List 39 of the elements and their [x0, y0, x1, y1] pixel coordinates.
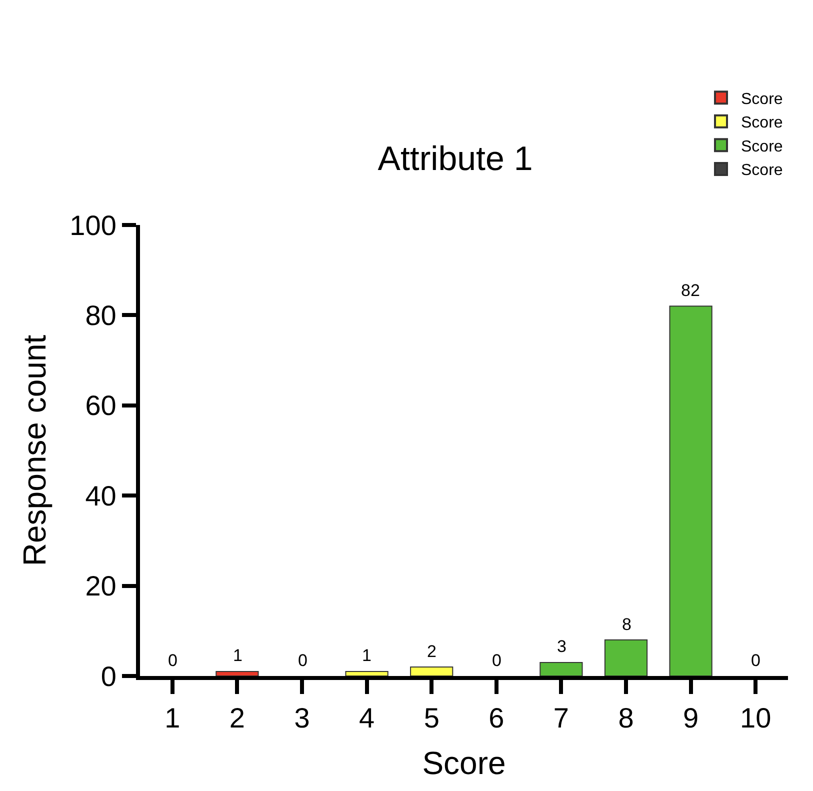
data-label: 2 [427, 642, 436, 661]
x-tick-label: 3 [294, 702, 310, 734]
legend-label: Score [741, 138, 783, 156]
bar [540, 662, 583, 676]
bar [669, 306, 712, 676]
chart-title: Attribute 1 [378, 140, 533, 178]
bar [216, 670, 259, 676]
data-label: 0 [168, 651, 178, 670]
x-tick-label: 5 [424, 702, 440, 734]
data-label: 82 [681, 281, 700, 300]
y-axis-title: Response count [16, 334, 52, 566]
data-label: 0 [298, 651, 308, 670]
y-tick-label: 80 [85, 300, 116, 331]
x-tick-label: 10 [740, 702, 772, 734]
x-tick-label: 4 [359, 702, 375, 734]
y-tick-label: 0 [100, 660, 116, 692]
y-tick-label: 20 [85, 570, 116, 602]
data-label: 0 [492, 651, 502, 670]
legend-label: Score [741, 162, 783, 180]
data-label: 1 [362, 646, 372, 665]
x-tick-label: 7 [553, 702, 569, 734]
data-label: 3 [557, 637, 566, 656]
x-tick-label: 9 [683, 702, 699, 734]
bar [410, 666, 454, 676]
legend-label: Score [741, 114, 783, 132]
y-tick-label: 40 [85, 480, 116, 512]
data-label: 0 [751, 651, 760, 670]
legend-label: Score [741, 90, 783, 108]
x-tick-label: 8 [618, 702, 634, 734]
bar [604, 639, 648, 676]
y-tick-label: 60 [85, 390, 116, 422]
x-tick-label: 2 [229, 702, 245, 734]
bar [345, 670, 388, 676]
y-tick-label: 100 [70, 210, 116, 241]
data-label: 8 [622, 615, 632, 634]
x-axis-title: Score [422, 745, 506, 781]
x-tick-label: 1 [164, 702, 180, 734]
data-label: 1 [233, 646, 242, 665]
x-tick-label: 6 [488, 702, 504, 734]
